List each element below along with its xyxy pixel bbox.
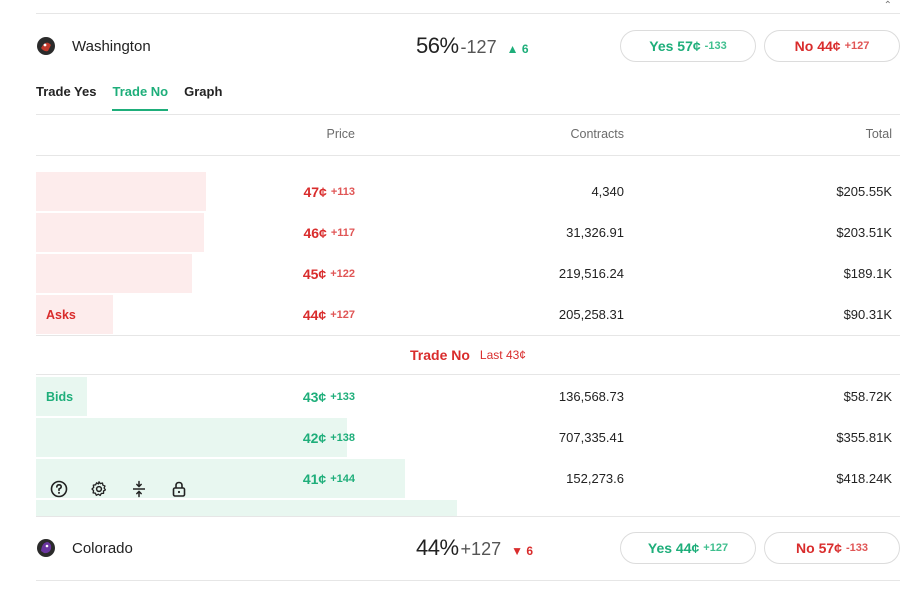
- buy-no-button[interactable]: No 44¢ +127: [764, 30, 900, 62]
- american-odds: -127: [460, 37, 497, 57]
- team-name: Colorado: [72, 539, 133, 557]
- depth-bar: [36, 254, 192, 293]
- win-percentage: 56%: [416, 33, 459, 58]
- ask-row[interactable]: Asks 44¢ +127 205,258.31 $90.31K: [36, 294, 900, 335]
- colorado-logo: [36, 538, 56, 558]
- ask-price: 46¢ +117: [303, 224, 355, 241]
- ask-total: $205.55K: [836, 184, 892, 199]
- probability-block: 56% -127 ▲ 6: [416, 33, 529, 59]
- order-row-hidden: [36, 499, 900, 516]
- ask-price: 47¢ +113: [303, 183, 355, 200]
- depth-bar: [36, 172, 206, 211]
- column-header-contracts: Contracts: [570, 127, 625, 141]
- bottom-divider: [36, 580, 900, 581]
- bid-contracts: 136,568.73: [558, 389, 624, 404]
- yes-odds: -133: [704, 40, 727, 52]
- order-row-hidden: [36, 156, 900, 157]
- last-price: Last 43¢: [479, 348, 526, 362]
- depth-bar: [36, 377, 87, 416]
- ask-contracts: 219,516.24: [558, 266, 624, 281]
- tab-trade-no[interactable]: Trade No: [112, 84, 169, 111]
- bid-total: $58.72K: [843, 389, 892, 404]
- depth-bar: [36, 500, 457, 516]
- ask-row[interactable]: 47¢ +113 4,340 $205.55K: [36, 171, 900, 212]
- order-book[interactable]: 47¢ +113 4,340 $205.55K 46¢ +117 31,326.91…: [0, 156, 920, 516]
- bid-price: 43¢ +133: [302, 388, 355, 405]
- ask-total: $203.51K: [836, 225, 892, 240]
- yes-price: Yes 44¢: [647, 540, 700, 556]
- ask-price: 44¢ +127: [302, 306, 355, 323]
- bid-price: 42¢ +138: [302, 429, 355, 446]
- arrow-up-icon: ▲: [506, 42, 519, 56]
- yes-price: Yes 57¢: [649, 38, 701, 54]
- bid-total: $355.81K: [836, 430, 892, 445]
- bid-row[interactable]: 42¢ +138 707,335.41 $355.81K: [36, 417, 900, 458]
- no-odds: +127: [844, 40, 870, 52]
- probability-block: 44% +127 ▼ 6: [416, 535, 533, 561]
- bid-contracts: 707,335.41: [558, 430, 624, 445]
- yes-odds: +127: [703, 542, 729, 554]
- washington-logo: [36, 36, 56, 56]
- bid-row[interactable]: Bids 43¢ +133 136,568.73 $58.72K: [36, 376, 900, 417]
- bid-total: $418.24K: [836, 471, 892, 486]
- column-header-total: Total: [865, 127, 892, 141]
- depth-bar: [36, 418, 347, 457]
- top-divider: [36, 13, 900, 14]
- orderbook-bottom-divider: [36, 516, 900, 517]
- ask-total: $189.1K: [843, 266, 892, 281]
- header-divider: [36, 155, 900, 156]
- no-price: No 44¢: [794, 38, 841, 54]
- buy-yes-button[interactable]: Yes 44¢ +127: [620, 532, 756, 564]
- american-odds: +127: [460, 539, 502, 559]
- buy-yes-button[interactable]: Yes 57¢ -133: [620, 30, 756, 62]
- tab-graph[interactable]: Graph: [184, 84, 223, 99]
- change-value: 6: [521, 42, 529, 56]
- tab-trade-yes[interactable]: Trade Yes: [36, 84, 97, 99]
- ask-contracts: 205,258.31: [558, 307, 624, 322]
- bids-label: Bids: [46, 389, 74, 404]
- orderbook-toolbar: [50, 480, 188, 498]
- arrow-down-icon: ▼: [511, 544, 523, 558]
- change-indicator: ▼ 6: [511, 544, 533, 558]
- trade-side-label: Trade No: [410, 347, 470, 363]
- ask-total: $90.31K: [843, 307, 892, 322]
- ask-contracts: 4,340: [591, 184, 624, 199]
- team-name: Washington: [72, 37, 151, 55]
- spread-row: Trade No Last 43¢: [36, 335, 900, 375]
- column-header-price: Price: [326, 127, 355, 141]
- bid-contracts: 152,273.6: [566, 471, 624, 486]
- depth-bar: [36, 295, 113, 334]
- ask-row[interactable]: 46¢ +117 31,326.91 $203.51K: [36, 212, 900, 253]
- buy-no-button[interactable]: No 57¢ -133: [764, 532, 900, 564]
- tab-bar: Trade Yes Trade No Graph: [36, 84, 222, 111]
- ask-row[interactable]: 45¢ +122 219,516.24 $189.1K: [36, 253, 900, 294]
- lock-icon[interactable]: [170, 480, 188, 498]
- tabs-divider: [36, 114, 900, 115]
- win-percentage: 44%: [416, 535, 459, 560]
- gear-icon[interactable]: [90, 480, 108, 498]
- ask-contracts: 31,326.91: [566, 225, 624, 240]
- help-icon[interactable]: [50, 480, 68, 498]
- bid-price: 41¢ +144: [302, 470, 355, 487]
- asks-label: Asks: [46, 307, 76, 322]
- team-row-colorado[interactable]: Colorado 44% +127 ▼ 6 Yes 44¢ +127 No 57…: [36, 528, 900, 568]
- change-value: 6: [526, 544, 534, 558]
- no-price: No 57¢: [796, 540, 842, 556]
- change-indicator: ▲ 6: [507, 42, 529, 56]
- compress-icon[interactable]: [130, 480, 148, 498]
- ask-price: 45¢ +122: [302, 265, 355, 282]
- depth-bar: [36, 213, 204, 252]
- team-row-washington[interactable]: Washington 56% -127 ▲ 6 Yes 57¢ -133 No …: [36, 26, 900, 66]
- no-odds: -133: [845, 542, 868, 554]
- collapse-chevron-icon[interactable]: ⌃: [883, 0, 892, 11]
